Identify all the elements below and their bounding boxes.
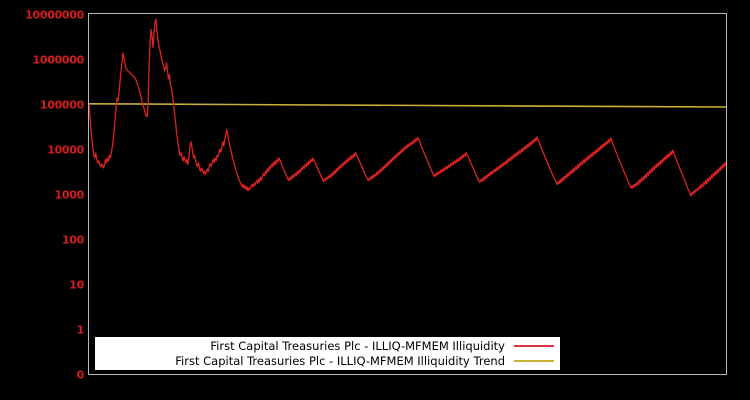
y-tick-10000000: 10000000 [25, 8, 84, 22]
y-tick-1000000: 1000000 [32, 53, 85, 67]
y-axis-tick-labels: 10000000 1000000 100000 10000 1000 100 10 1 0 [0, 0, 84, 400]
y-tick-10000: 10000 [47, 143, 84, 157]
y-tick-100000: 100000 [39, 98, 84, 112]
chart-legend: First Capital Treasuries Plc - ILLIQ-MFM… [95, 337, 560, 370]
legend-swatch-illiquidity-trend [514, 360, 554, 362]
plot-area [88, 13, 727, 375]
y-tick-1000: 1000 [54, 188, 85, 202]
y-tick-100: 100 [61, 233, 84, 247]
legend-label-illiquidity: First Capital Treasuries Plc - ILLIQ-MFM… [210, 339, 505, 353]
y-tick-1: 1 [76, 323, 85, 337]
legend-label-illiquidity-trend: First Capital Treasuries Plc - ILLIQ-MFM… [175, 354, 505, 368]
chart-canvas [89, 18, 726, 197]
trend-line-series [89, 102, 726, 108]
y-tick-10: 10 [69, 278, 84, 292]
legend-item-illiquidity[interactable]: First Capital Treasuries Plc - ILLIQ-MFM… [95, 339, 554, 354]
y-tick-0: 0 [76, 368, 85, 382]
illiquidity-line-series [89, 18, 726, 197]
legend-swatch-illiquidity [514, 345, 554, 347]
legend-item-illiquidity-trend[interactable]: First Capital Treasuries Plc - ILLIQ-MFM… [95, 354, 554, 369]
